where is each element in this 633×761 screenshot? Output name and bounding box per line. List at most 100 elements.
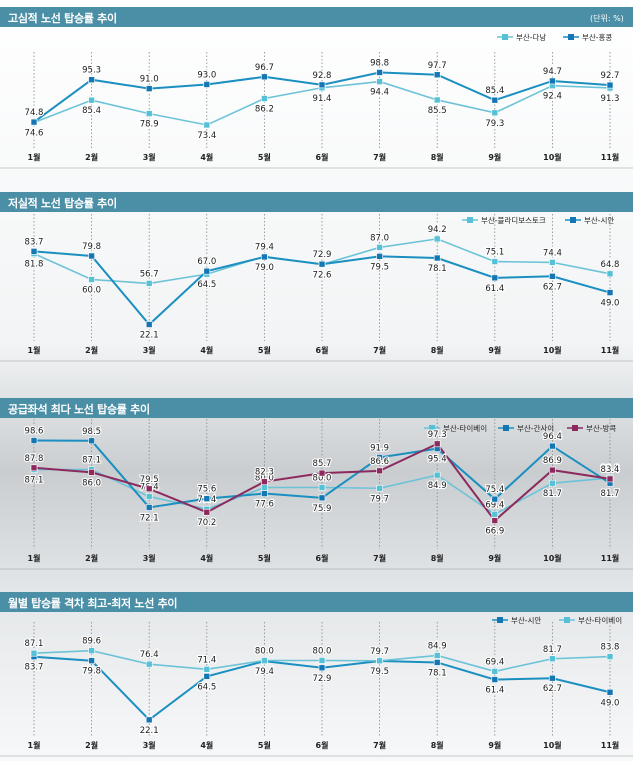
chart-1-series-2-point bbox=[261, 73, 268, 81]
chart-2-series-1-point bbox=[549, 259, 556, 266]
chart-1-series-1-value-label: 94.4 bbox=[370, 88, 389, 98]
chart-4-series-1-point bbox=[549, 674, 556, 682]
chart-3-series-3-value-label: 86.9 bbox=[543, 456, 562, 466]
chart-2-series-1-value-label: 75.1 bbox=[485, 248, 504, 258]
chart-2-series-2-value-label: 62.7 bbox=[543, 282, 562, 292]
chart-2-series-1-value-label: 72.6 bbox=[313, 271, 332, 281]
chart-3-series-2-value-label: 81.7 bbox=[601, 489, 620, 499]
chart-2-x-tick: 4월 bbox=[200, 345, 213, 355]
chart-4-x-tick: 2월 bbox=[85, 740, 98, 750]
chart-4-series-2-point bbox=[203, 666, 211, 673]
chart-title-2: 저실적 노선 탑승률 추이 bbox=[8, 197, 117, 210]
chart-title-1: 고심적 노선 탑승률 추이 bbox=[8, 12, 117, 25]
chart-4-series-2-value-label: 71.4 bbox=[197, 655, 216, 665]
chart-3-series-1-value-label: 87.1 bbox=[82, 456, 101, 466]
chart-3-series-1-value-label: 81.7 bbox=[543, 489, 562, 499]
chart-2-x-tick: 1월 bbox=[28, 345, 41, 355]
chart-2-series-1-value-label: 81.8 bbox=[25, 260, 44, 270]
chart-4-series-2-point bbox=[261, 657, 268, 664]
chart-4-series-1-point bbox=[433, 659, 441, 666]
chart-3-series-1-value-label: 80.0 bbox=[313, 474, 332, 484]
chart-3-series-2-value-label: 72.1 bbox=[140, 513, 159, 523]
chart-4-series-2-point bbox=[549, 655, 556, 663]
chart-4-series-2-value-label: 83.8 bbox=[601, 643, 620, 653]
chart-1-x-tick: 8월 bbox=[431, 152, 444, 162]
chart-1-series-2-point bbox=[30, 118, 38, 126]
chart-1-series-2-value-label: 85.4 bbox=[485, 86, 504, 96]
chart-4-x-tick: 7월 bbox=[373, 740, 386, 750]
chart-3-series-3-point bbox=[491, 517, 499, 524]
chart-1-x-tick: 11월 bbox=[601, 152, 620, 162]
chart-3-x-tick: 6월 bbox=[316, 553, 329, 563]
chart-1-series-2-value-label: 74.8 bbox=[25, 108, 44, 118]
chart-3-series-3-point bbox=[606, 475, 614, 483]
chart-4-x-tick: 6월 bbox=[316, 740, 329, 750]
chart-3-series-2-value-label: 98.5 bbox=[82, 427, 101, 437]
chart-2-series-1-point bbox=[433, 235, 441, 243]
chart-2-series-1-point bbox=[376, 244, 383, 251]
chart-3-series-3-point bbox=[88, 469, 95, 476]
chart-1-series-2-point bbox=[88, 76, 95, 84]
chart-2-x-tick: 3월 bbox=[143, 345, 156, 355]
chart-1-series-1-value-label: 85.4 bbox=[82, 106, 101, 116]
chart-1-series-1-point bbox=[433, 96, 441, 104]
chart-1-x-tick: 1월 bbox=[28, 152, 41, 162]
chart-3-x-tick: 5월 bbox=[258, 553, 271, 563]
chart-2-series-1-value-label: 79.4 bbox=[255, 242, 274, 252]
chart-3-series-1-value-label: 87.1 bbox=[25, 476, 44, 486]
chart-3-series-3-point bbox=[261, 478, 268, 485]
chart-1-series-1-point bbox=[491, 109, 499, 117]
chart-4-series-2-value-label: 81.7 bbox=[543, 645, 562, 655]
unit-note: (단위: %) bbox=[590, 14, 624, 23]
chart-4-series-1-point bbox=[606, 688, 614, 696]
chart-4-legend-label: 부산-시안 bbox=[511, 615, 541, 625]
chart-1-series-2-value-label: 92.8 bbox=[313, 71, 332, 81]
chart-1-series-1-point bbox=[376, 78, 383, 85]
chart-2-series-2-point bbox=[491, 274, 499, 282]
chart-1-series-2-point bbox=[606, 81, 614, 89]
section-header-4: 월별 탑승률 격차 최고-최저 노선 추이 bbox=[0, 592, 633, 612]
chart-3-series-3-point bbox=[376, 467, 383, 475]
chart-2-x-tick: 7월 bbox=[373, 345, 386, 355]
chart-1-series-1-point bbox=[145, 110, 153, 117]
chart-3-legend-label: 부산-방콕 bbox=[586, 423, 616, 433]
chart-4-series-1-point bbox=[145, 716, 153, 724]
chart-1-x-tick: 10월 bbox=[543, 152, 562, 162]
chart-2-x-tick: 2월 bbox=[85, 345, 98, 355]
chart-2-series-2-point bbox=[145, 321, 153, 328]
chart-2-series-2-point bbox=[433, 254, 441, 262]
chart-1-series-2-point bbox=[203, 81, 211, 88]
chart-4-x-tick: 4월 bbox=[200, 740, 213, 750]
chart-1-series-2-point bbox=[145, 85, 153, 92]
section-header-2: 저실적 노선 탑승률 추이 bbox=[0, 192, 633, 212]
chart-3-series-3-value-label: 97.3 bbox=[428, 430, 447, 440]
chart-1-series-1-point bbox=[203, 121, 211, 129]
chart-4-series-1-point bbox=[88, 657, 95, 665]
section-header-3: 공급좌석 최다 노선 탑승률 추이 bbox=[0, 398, 633, 418]
chart-2-series-2-point bbox=[88, 252, 95, 260]
chart-1-series-1-value-label: 92.4 bbox=[543, 92, 562, 102]
chart-3-x-tick: 1월 bbox=[28, 553, 41, 563]
chart-4-x-tick: 1월 bbox=[28, 740, 41, 750]
chart-3-x-tick: 2월 bbox=[85, 553, 98, 563]
chart-1-series-2-value-label: 97.7 bbox=[428, 61, 447, 71]
chart-2-legend-marker bbox=[570, 217, 576, 223]
chart-4-series-2-point bbox=[30, 649, 38, 657]
chart-4-series-1-value-label: 79.8 bbox=[82, 667, 101, 677]
chart-1-series-1-value-label: 74.6 bbox=[25, 128, 44, 138]
chart-3-series-2-point bbox=[549, 442, 556, 450]
chart-3-series-2-point bbox=[376, 454, 383, 461]
chart-1-series-1-value-label: 79.3 bbox=[485, 119, 504, 129]
chart-3-series-2-point bbox=[491, 495, 499, 503]
chart-3-series-1-value-label: 79.7 bbox=[370, 494, 389, 504]
chart-3-legend-marker bbox=[572, 425, 578, 431]
chart-1-x-tick: 9월 bbox=[488, 152, 501, 162]
chart-title-3: 공급좌석 최다 노선 탑승률 추이 bbox=[8, 403, 150, 416]
chart-3-series-3-point bbox=[145, 485, 153, 493]
chart-2-series-1-value-label: 64.5 bbox=[197, 280, 216, 290]
chart-2-series-1-point bbox=[88, 276, 95, 283]
chart-3-series-2-point bbox=[318, 494, 326, 502]
chart-3-series-3-point bbox=[433, 440, 441, 448]
chart-4-x-tick: 10월 bbox=[543, 740, 562, 750]
